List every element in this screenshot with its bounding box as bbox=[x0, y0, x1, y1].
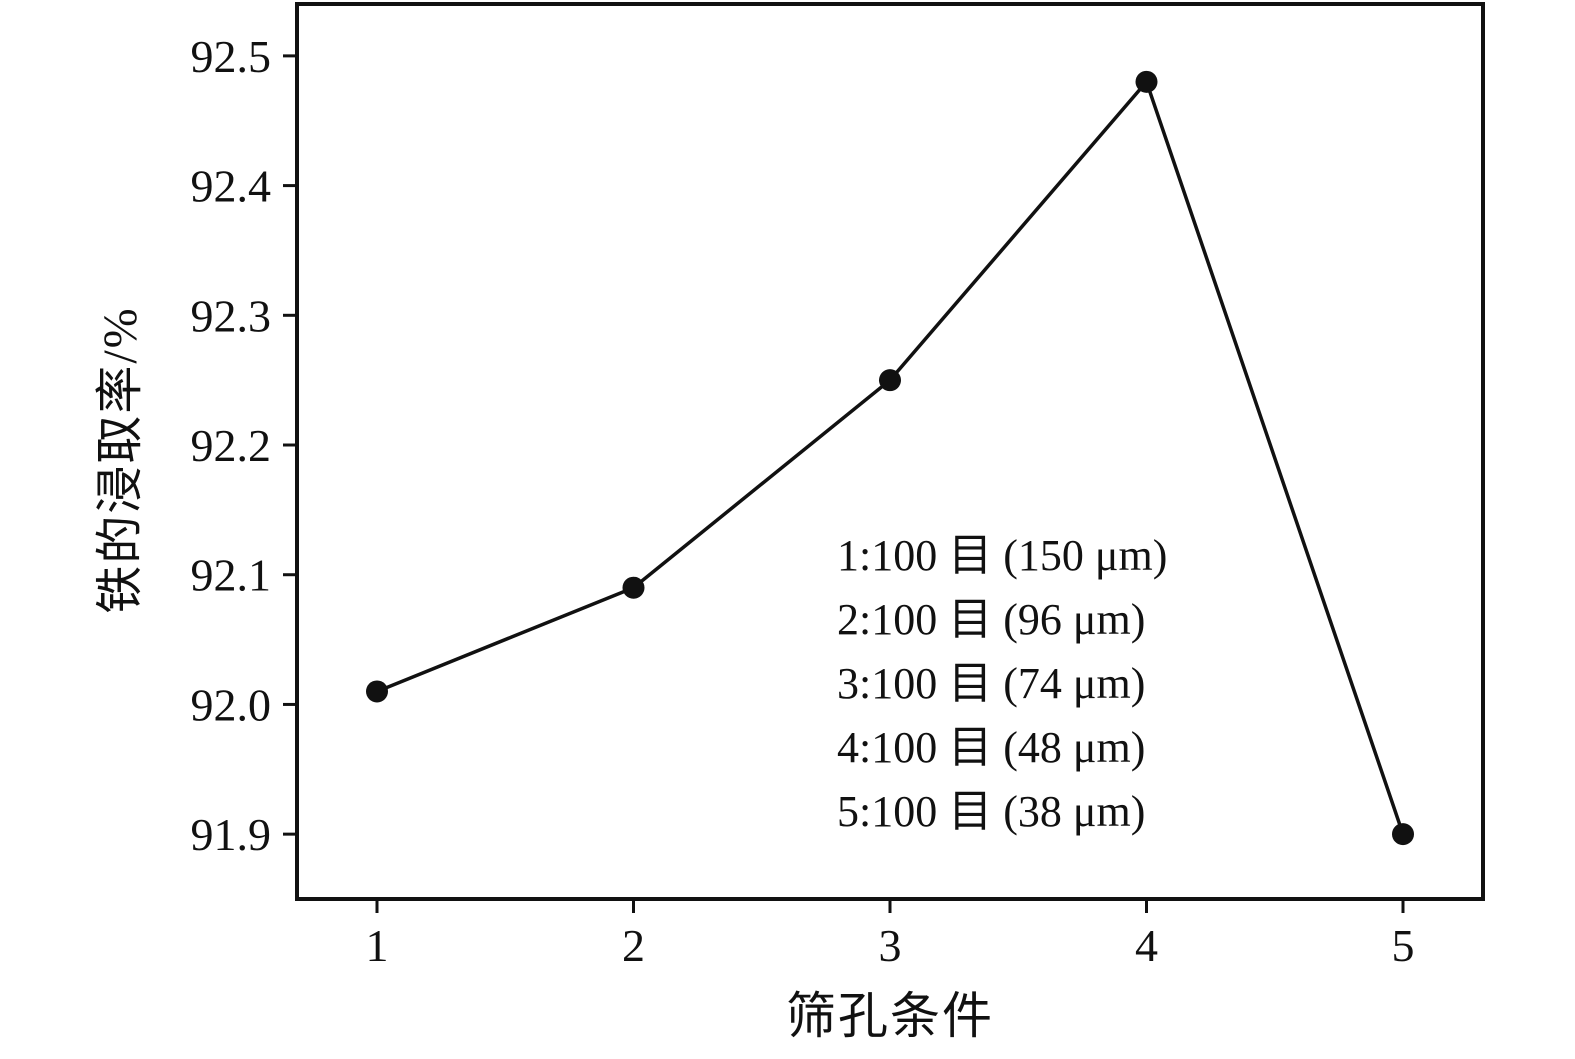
data-point bbox=[366, 680, 388, 703]
y-tick-label: 92.4 bbox=[191, 161, 272, 212]
y-tick-label: 92.1 bbox=[191, 550, 272, 601]
annotation-block: 1:100 目 (150 μm) 2:100 目 (96 μm) 3:100 目 (… bbox=[837, 524, 1167, 844]
x-axis-title: 筛孔条件 bbox=[786, 988, 994, 1044]
y-tick-label: 91.9 bbox=[191, 809, 272, 860]
x-tick-label: 2 bbox=[622, 920, 645, 971]
x-tick-label: 3 bbox=[879, 920, 902, 971]
annotation-line: 1:100 目 (150 μm) bbox=[837, 531, 1168, 580]
data-point bbox=[622, 576, 645, 599]
y-tick-label: 92.0 bbox=[191, 679, 272, 730]
y-tick-label: 92.5 bbox=[191, 31, 272, 82]
data-point bbox=[1135, 70, 1158, 93]
x-tick-label: 5 bbox=[1392, 920, 1415, 971]
x-tick-label: 4 bbox=[1135, 920, 1158, 971]
y-tick-label: 92.3 bbox=[191, 290, 272, 341]
x-tick-label: 1 bbox=[366, 920, 389, 971]
annotation-line: 3:100 目 (74 μm) bbox=[837, 659, 1146, 708]
data-point bbox=[1392, 823, 1414, 846]
y-tick-label: 92.2 bbox=[191, 420, 272, 471]
annotation-line: 2:100 目 (96 μm) bbox=[837, 595, 1146, 644]
annotation-line: 5:100 目 (38 μm) bbox=[837, 787, 1146, 836]
annotation-line: 4:100 目 (48 μm) bbox=[837, 723, 1146, 772]
y-axis-title: 铁的浸取率/% bbox=[94, 306, 147, 614]
data-point bbox=[879, 369, 901, 392]
